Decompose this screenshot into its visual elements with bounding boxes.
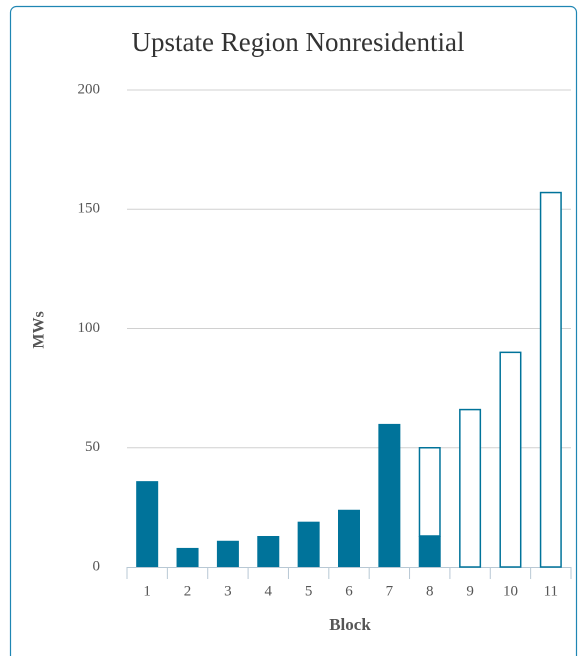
bar-outline xyxy=(459,408,482,568)
x-tick-label: 6 xyxy=(345,583,353,599)
bar xyxy=(176,547,199,567)
y-tick-label: 50 xyxy=(85,439,100,455)
x-tick-label: 5 xyxy=(305,583,313,599)
x-tick-label: 10 xyxy=(503,583,518,599)
bar xyxy=(378,423,401,567)
y-tick-label: 150 xyxy=(78,201,101,217)
x-tick-label: 8 xyxy=(426,583,434,599)
x-tick-label: 4 xyxy=(265,583,273,599)
y-tick-label: 200 xyxy=(78,81,101,97)
x-tick-label: 7 xyxy=(386,583,394,599)
bar-outline xyxy=(539,191,562,568)
frame xyxy=(9,5,578,656)
y-axis-label: MWs xyxy=(31,311,48,348)
bar xyxy=(418,535,441,567)
chart-title: Upstate Region Nonresidential xyxy=(132,27,465,57)
x-tick-label: 1 xyxy=(143,583,151,599)
x-tick-label: 3 xyxy=(224,583,232,599)
y-tick-label: 0 xyxy=(93,558,101,574)
bar xyxy=(257,535,280,567)
bar xyxy=(338,509,360,567)
bar xyxy=(216,540,239,567)
bar-outline xyxy=(418,447,441,537)
x-axis-label: Block xyxy=(329,615,371,634)
bar xyxy=(136,481,159,567)
bar xyxy=(297,521,320,567)
bar-outline xyxy=(499,351,522,568)
x-tick-label: 9 xyxy=(466,583,474,599)
y-tick-label: 100 xyxy=(78,320,101,336)
x-tick-label: 11 xyxy=(544,583,558,599)
x-tick-label: 2 xyxy=(184,583,192,599)
